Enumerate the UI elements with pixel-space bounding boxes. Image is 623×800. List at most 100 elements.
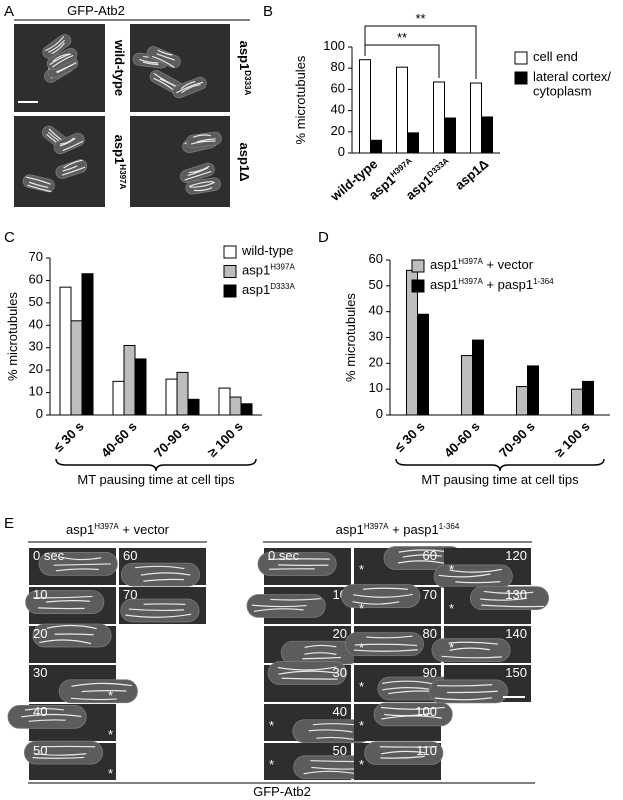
microtubule [45,36,65,52]
frame-time: 50 [33,743,47,758]
microtubule [366,635,413,639]
x-tick-label: ≥ 100 s [205,419,246,460]
frame-marker: * [359,757,364,772]
microtubule [187,167,209,177]
microtubule [70,697,117,701]
y-tick-label: 50 [369,277,383,292]
bar [407,132,419,154]
y-tick-label: 10 [369,381,383,396]
microtubule [380,706,445,710]
cell [344,632,424,656]
bar [582,380,594,416]
microtubule [193,187,213,192]
microtubule [32,756,85,759]
significance-label: ** [397,30,407,45]
y-tick-label: 20 [331,123,345,138]
frame-marker: * [359,718,364,733]
y-tick-label: 0 [376,406,383,421]
footer-label: GFP-Atb2 [253,784,311,799]
bar [470,82,482,154]
microtubule [33,595,93,599]
group-title: asp1H397A + vector [66,522,170,538]
frame-time: 0 sec [268,548,300,563]
cell [257,552,337,576]
image-label: asp1D333A [237,41,253,96]
cell-body [55,159,88,179]
microtubule [45,600,90,603]
microtubule [448,641,499,645]
bar [433,81,445,154]
microtubule [34,753,87,756]
frame-marker: * [359,562,364,577]
microtubule [62,165,78,172]
frame-time: 70 [423,587,437,602]
microtubule [446,690,498,694]
microtubule [26,176,51,185]
cell-body [32,623,112,648]
frame-time: 60 [123,548,137,563]
brace [395,458,605,472]
bar [359,59,371,154]
microtubule [190,140,216,145]
image-label: asp1H397A [112,135,128,190]
microtubule [62,140,84,152]
microtubule [28,719,66,722]
microtubule [352,601,400,605]
panel-label: E [4,515,14,532]
cell [433,564,513,589]
microtubule [54,633,94,636]
bar [571,388,583,416]
microtubule [251,604,307,608]
microtubule [140,572,191,576]
microtubule [189,181,216,188]
y-tick-label: 60 [29,272,43,287]
microtubule [281,677,338,680]
microtubule [143,578,184,582]
cell [120,598,200,623]
frame-time: 10 [33,587,47,602]
x-axis-label: MT pausing time at cell tips [421,472,579,487]
x-tick-label: 70-90 s [151,419,193,461]
cell [42,34,72,59]
frame-time: 20 [333,626,347,641]
microtubule [159,78,176,87]
bar [112,380,125,416]
microtubule [180,80,196,90]
frame-time: 70 [123,587,137,602]
cell [341,584,421,608]
microtubule [184,170,212,181]
bar [176,371,189,416]
significance-bracket [364,44,440,78]
microtubule [28,181,49,189]
microtubule [381,750,426,755]
legend-label: lateral cortex/ cytoplasm [533,69,615,98]
legend-label: wild-type [241,243,293,258]
y-tick-label: 30 [369,329,383,344]
microtubule [53,563,111,566]
microtubule [402,554,443,558]
image-label: wild-type [112,39,127,96]
frame-time: 0 sec [33,548,65,563]
bar [229,396,242,416]
bar [134,358,147,416]
microtubule [61,166,86,176]
microtubule [270,598,321,601]
microtubule [354,643,418,647]
panel-label: D [318,229,329,246]
cell [364,741,444,765]
microtubule [39,639,92,645]
frame-time: 120 [505,548,527,563]
microtubule [304,644,337,648]
cell [25,590,105,614]
micrograph [130,116,230,207]
bar [81,273,94,416]
microtubule [397,560,446,565]
microtubule [176,81,204,94]
legend-swatch [223,284,237,298]
microtubule [277,666,337,671]
microtubule [188,165,210,174]
y-tick-label: 0 [338,144,345,159]
microtubule [438,573,491,578]
microtubule [52,53,70,62]
panel-label: C [4,229,15,246]
